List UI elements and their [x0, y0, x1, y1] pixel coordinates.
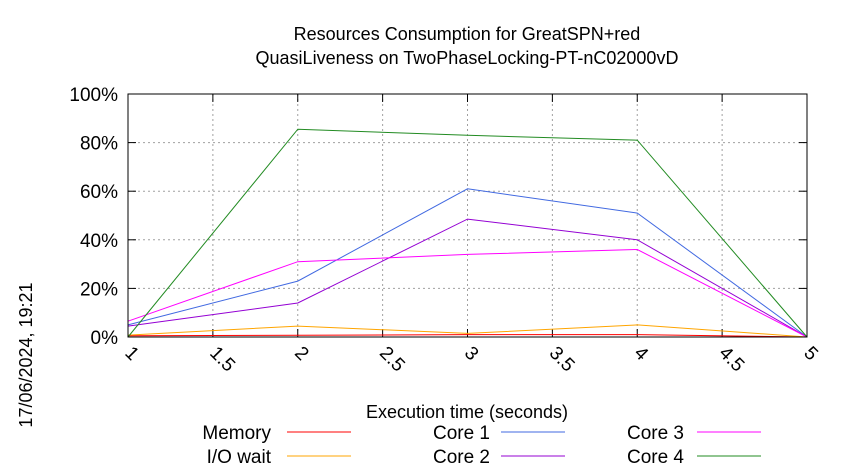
legend-label: Core 1: [433, 423, 490, 444]
y-tick-label: 100%: [69, 85, 118, 106]
y-tick-label: 40%: [80, 231, 118, 252]
grid: [128, 94, 807, 337]
legend-label: Core 2: [433, 447, 490, 468]
y-tick-label: 0%: [91, 328, 119, 349]
x-tick-label: 5: [799, 343, 821, 365]
series-line-core-3: [127, 248, 808, 338]
x-tick-label: 4: [630, 343, 653, 366]
x-tick-label: 4.5: [715, 343, 749, 377]
legend-label: I/O wait: [207, 447, 272, 468]
x-tick-label: 1.5: [205, 343, 239, 377]
series-line-core-4: [127, 128, 808, 338]
plot-border: [127, 93, 808, 338]
timestamp-label: 17/06/2024, 19:21: [16, 282, 36, 427]
x-tick-label: 3: [460, 343, 482, 365]
legend-label: Memory: [202, 423, 271, 444]
x-tick-label: 3.5: [545, 343, 579, 377]
y-tick-label: 60%: [80, 182, 118, 203]
legend: Memory I/O wait Core 1 Core 2 Core 3 Core 4: [202, 423, 761, 468]
x-axis-label: Execution time (seconds): [366, 402, 568, 422]
series-line-memory: [127, 334, 808, 338]
y-tick-label: 80%: [80, 134, 118, 155]
x-tick-label: 2: [290, 343, 312, 365]
y-tick-label: 20%: [80, 279, 118, 300]
x-tick-label: 2.5: [375, 343, 409, 377]
series-line-core-2: [127, 218, 808, 338]
legend-label: Core 4: [627, 447, 684, 468]
x-axis-ticks: 1 1.5 2 2.5 3 3.5 4 4.5 5: [120, 94, 822, 377]
chart-title-line-1: Resources Consumption for GreatSPN+red: [294, 24, 641, 44]
chart-title-line-2: QuasiLiveness on TwoPhaseLocking-PT-nC02…: [256, 48, 679, 68]
legend-label: Core 3: [627, 423, 684, 444]
x-tick-label: 1: [120, 343, 142, 365]
series-lines: [127, 128, 808, 338]
y-axis-ticks: 0% 20% 40% 60% 80% 100%: [69, 85, 807, 349]
series-line-core-1: [127, 188, 808, 338]
series-line-i-o-wait: [127, 324, 808, 338]
